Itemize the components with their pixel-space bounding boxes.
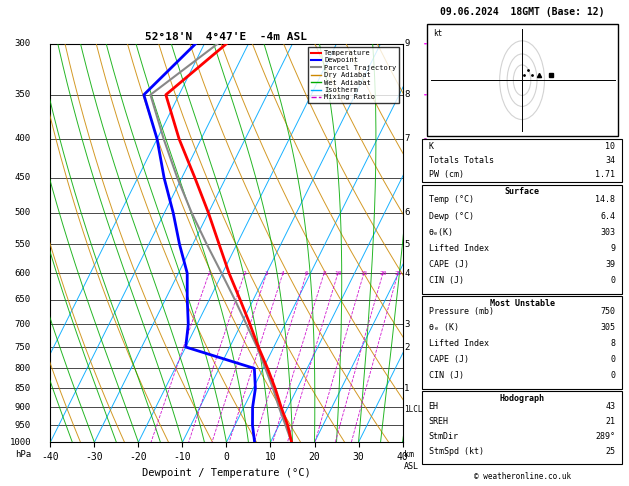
Text: 4: 4: [281, 271, 285, 276]
Text: 800: 800: [15, 364, 31, 373]
Text: 950: 950: [15, 421, 31, 430]
Text: SREH: SREH: [429, 417, 448, 426]
Text: Pressure (mb): Pressure (mb): [429, 307, 494, 316]
Text: StmDir: StmDir: [429, 433, 459, 441]
Text: StmSpd (kt): StmSpd (kt): [429, 448, 484, 456]
Text: 750: 750: [601, 307, 615, 316]
FancyBboxPatch shape: [423, 391, 621, 464]
FancyBboxPatch shape: [423, 139, 621, 182]
Text: 900: 900: [15, 403, 31, 412]
Text: 1: 1: [404, 384, 409, 393]
Legend: Temperature, Dewpoint, Parcel Trajectory, Dry Adiabat, Wet Adiabat, Isotherm, Mi: Temperature, Dewpoint, Parcel Trajectory…: [308, 47, 399, 103]
Text: 6: 6: [305, 271, 308, 276]
Text: CIN (J): CIN (J): [429, 277, 464, 285]
Text: 43: 43: [606, 402, 615, 411]
Text: θₑ(K): θₑ(K): [429, 228, 454, 237]
Text: 6: 6: [404, 208, 409, 217]
Text: 15: 15: [360, 271, 367, 276]
Text: 6.4: 6.4: [601, 211, 615, 221]
Text: 0: 0: [611, 355, 615, 364]
Text: Dewp (°C): Dewp (°C): [429, 211, 474, 221]
X-axis label: Dewpoint / Temperature (°C): Dewpoint / Temperature (°C): [142, 468, 311, 478]
Text: 700: 700: [15, 320, 31, 329]
Text: 350: 350: [15, 90, 31, 99]
Text: Lifted Index: Lifted Index: [429, 244, 489, 253]
Text: 9: 9: [611, 244, 615, 253]
FancyBboxPatch shape: [423, 185, 621, 294]
Text: CIN (J): CIN (J): [429, 371, 464, 381]
Text: hPa: hPa: [15, 450, 31, 459]
Text: 289°: 289°: [596, 433, 615, 441]
Text: 7: 7: [404, 135, 409, 143]
Text: Mixing Ratio (g/kg): Mixing Ratio (g/kg): [451, 192, 460, 294]
Text: 1000: 1000: [9, 438, 31, 447]
Text: 2: 2: [243, 271, 247, 276]
Text: 8: 8: [322, 271, 326, 276]
Text: 14.8: 14.8: [596, 195, 615, 205]
Text: © weatheronline.co.uk: © weatheronline.co.uk: [474, 472, 571, 481]
Text: 25: 25: [606, 448, 615, 456]
Text: 305: 305: [601, 323, 615, 332]
Text: CAPE (J): CAPE (J): [429, 355, 469, 364]
Text: 3: 3: [404, 320, 409, 329]
Text: 8: 8: [404, 90, 409, 99]
Text: 450: 450: [15, 174, 31, 182]
Text: EH: EH: [429, 402, 438, 411]
Text: 750: 750: [15, 343, 31, 351]
Text: 21: 21: [606, 417, 615, 426]
Text: Lifted Index: Lifted Index: [429, 339, 489, 348]
Text: 1.71: 1.71: [596, 171, 615, 179]
FancyBboxPatch shape: [423, 296, 621, 389]
Text: 39: 39: [606, 260, 615, 269]
Text: Most Unstable: Most Unstable: [489, 299, 555, 308]
Text: 400: 400: [15, 135, 31, 143]
Text: 25: 25: [394, 271, 402, 276]
Text: Hodograph: Hodograph: [499, 394, 545, 403]
Text: 303: 303: [601, 228, 615, 237]
Text: 500: 500: [15, 208, 31, 217]
Text: Totals Totals: Totals Totals: [429, 156, 494, 165]
Text: 2: 2: [404, 343, 409, 351]
Text: km: km: [404, 450, 415, 459]
Text: 0: 0: [611, 371, 615, 381]
Text: ASL: ASL: [404, 462, 420, 471]
Text: 9: 9: [404, 39, 409, 48]
Text: 10: 10: [334, 271, 342, 276]
Text: CAPE (J): CAPE (J): [429, 260, 469, 269]
Text: 650: 650: [15, 295, 31, 304]
Text: 550: 550: [15, 240, 31, 249]
Text: PW (cm): PW (cm): [429, 171, 464, 179]
Text: 1LCL: 1LCL: [404, 405, 423, 414]
FancyBboxPatch shape: [426, 24, 618, 136]
Text: 300: 300: [15, 39, 31, 48]
Text: 850: 850: [15, 384, 31, 393]
Text: K: K: [429, 142, 433, 151]
Text: kt: kt: [433, 29, 442, 38]
Text: 3: 3: [265, 271, 269, 276]
Text: 0: 0: [611, 277, 615, 285]
Text: 20: 20: [379, 271, 387, 276]
Text: Temp (°C): Temp (°C): [429, 195, 474, 205]
Text: 8: 8: [611, 339, 615, 348]
Text: 600: 600: [15, 269, 31, 278]
Text: 34: 34: [606, 156, 615, 165]
Text: 5: 5: [404, 240, 409, 249]
Text: 1: 1: [207, 271, 211, 276]
Text: 10: 10: [606, 142, 615, 151]
Text: 09.06.2024  18GMT (Base: 12): 09.06.2024 18GMT (Base: 12): [440, 7, 604, 17]
Text: 4: 4: [404, 269, 409, 278]
Text: θₑ (K): θₑ (K): [429, 323, 459, 332]
Text: Surface: Surface: [504, 187, 540, 196]
Title: 52°18'N  4°47'E  -4m ASL: 52°18'N 4°47'E -4m ASL: [145, 32, 308, 42]
